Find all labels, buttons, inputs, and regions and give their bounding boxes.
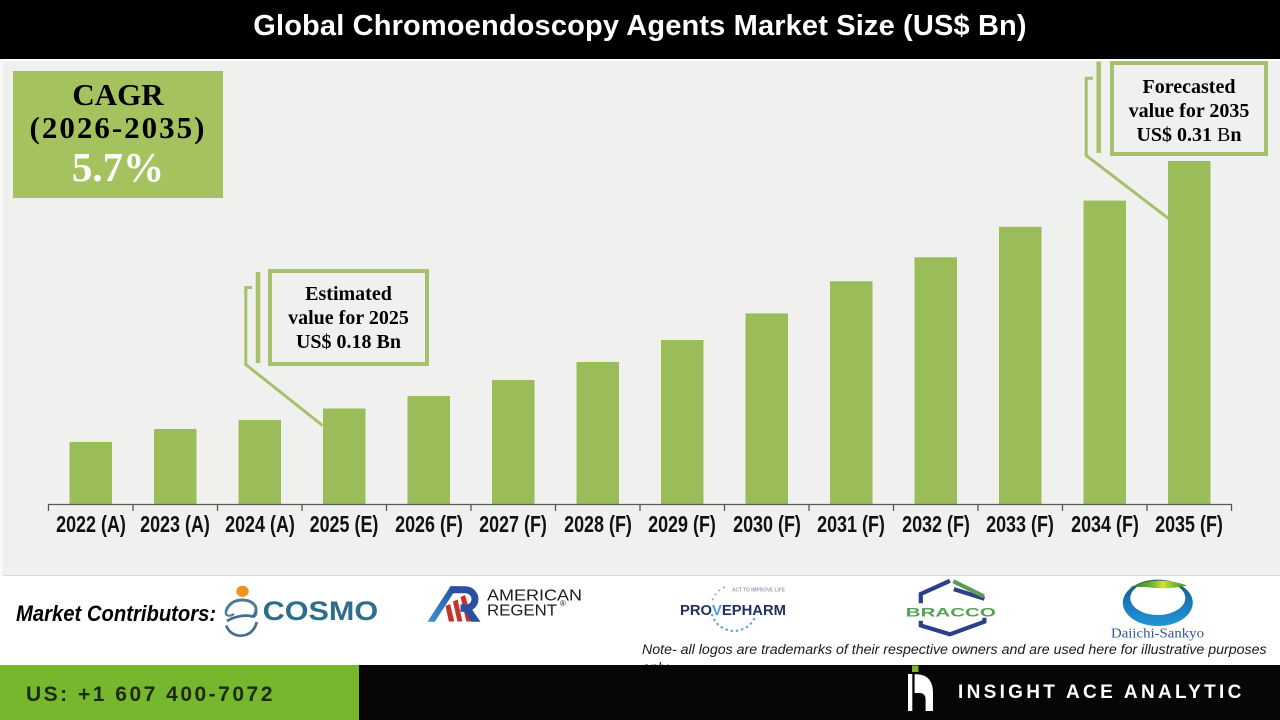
svg-text:®: ® (560, 599, 566, 608)
svg-text:PROVEPHARM: PROVEPHARM (680, 603, 786, 619)
svg-text:REGENT: REGENT (487, 603, 557, 620)
svg-text:BRACCO: BRACCO (906, 605, 996, 619)
svg-text:Daiichi-Sankyo: Daiichi-Sankyo (1111, 626, 1204, 641)
svg-text:COSMO: COSMO (263, 596, 379, 626)
svg-text:ACT TO IMPROVE LIFE: ACT TO IMPROVE LIFE (732, 588, 786, 594)
svg-text:AMERICAN: AMERICAN (487, 588, 582, 605)
